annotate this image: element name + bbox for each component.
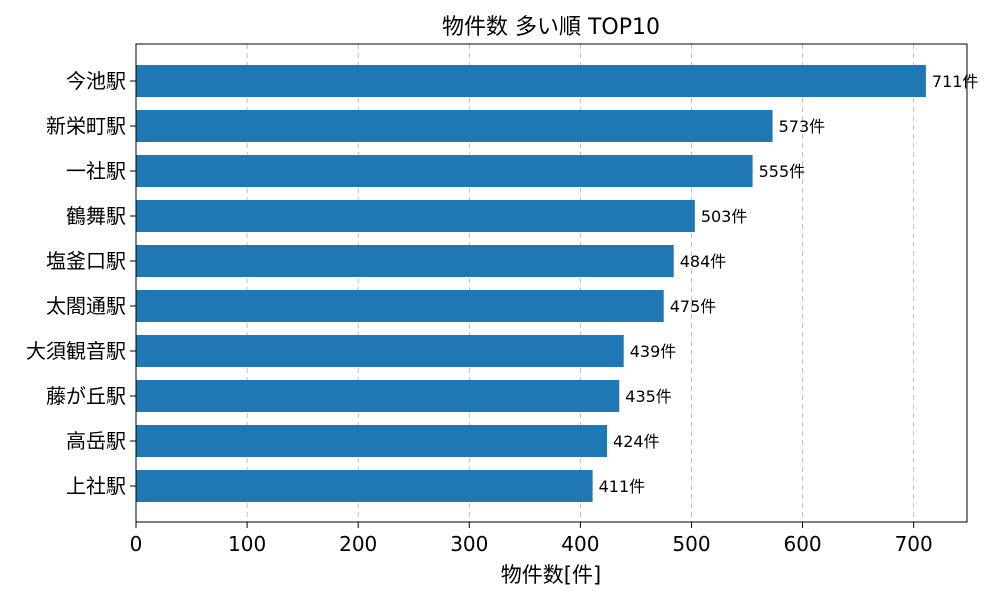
data-label: 555件 (759, 162, 806, 181)
category-label: 上社駅 (66, 474, 126, 498)
data-label: 475件 (670, 297, 717, 316)
data-label: 503件 (701, 207, 748, 226)
category-label: 一社駅 (66, 159, 126, 183)
bar (136, 110, 773, 142)
bar (136, 290, 664, 322)
category-label: 新栄町駅 (46, 114, 126, 138)
category-label: 太閤通駅 (46, 294, 126, 318)
category-label: 大須観音駅 (26, 339, 126, 363)
bar (136, 155, 753, 187)
data-label: 435件 (625, 387, 672, 406)
x-tick-label: 100 (228, 532, 266, 556)
x-axis-label: 物件数[件] (501, 563, 601, 587)
category-label: 塩釜口駅 (46, 249, 126, 273)
bar (136, 200, 695, 232)
data-label: 411件 (599, 477, 646, 496)
data-label: 711件 (932, 72, 979, 91)
bar (136, 425, 608, 457)
data-labels: 711件 573件 555件 503件 484件 475件 439件 435件 424件 411件 (599, 72, 979, 496)
data-label: 439件 (630, 342, 677, 361)
bar (136, 65, 926, 97)
bar (136, 380, 620, 412)
data-label: 484件 (680, 252, 727, 271)
x-tick-label: 400 (561, 532, 599, 556)
data-label: 424件 (613, 432, 660, 451)
x-tick-label: 600 (783, 532, 821, 556)
chart-title: 物件数 多い順 TOP10 (442, 15, 660, 40)
category-label: 藤が丘駅 (46, 384, 126, 408)
bar (136, 245, 674, 277)
x-tick-label: 700 (895, 532, 933, 556)
x-tick-label: 200 (339, 532, 377, 556)
plot-frame (135, 43, 968, 523)
x-axis-ticks: 0 100 200 300 400 500 600 700 (130, 522, 933, 556)
x-tick-label: 0 (130, 532, 143, 556)
data-label: 573件 (779, 117, 826, 136)
bar (136, 470, 593, 502)
x-tick-label: 300 (450, 532, 488, 556)
category-label: 鶴舞駅 (66, 204, 126, 228)
category-label: 高岳駅 (66, 429, 126, 453)
category-label: 今池駅 (66, 69, 126, 93)
bar (136, 335, 624, 367)
x-tick-label: 500 (672, 532, 710, 556)
bars (136, 65, 926, 502)
